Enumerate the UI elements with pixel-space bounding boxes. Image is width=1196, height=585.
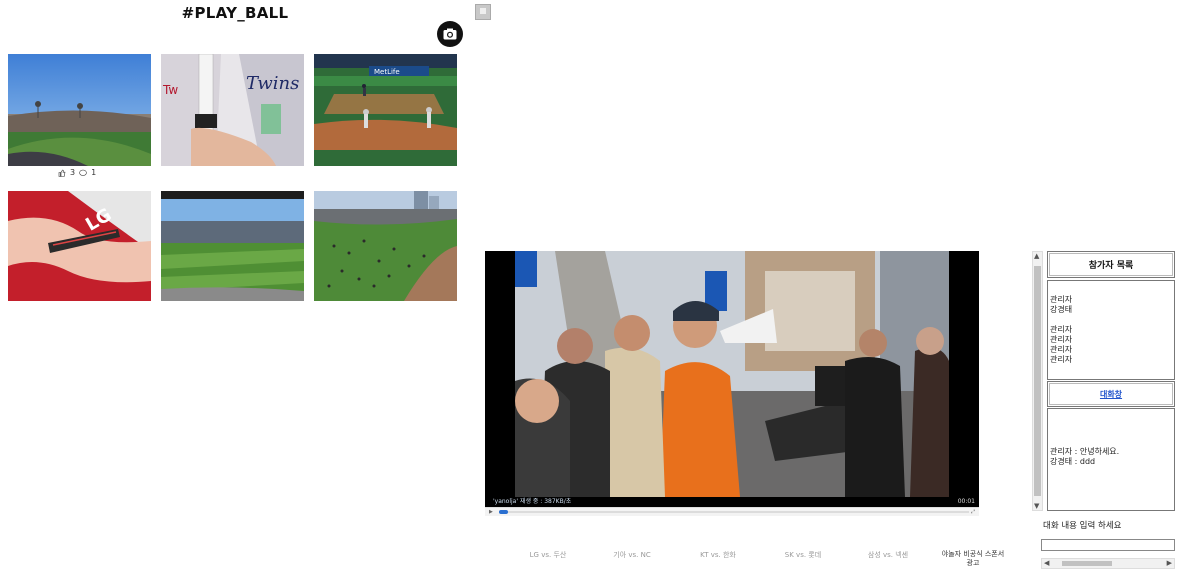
h-scroll-thumb[interactable] bbox=[1062, 561, 1112, 566]
scroll-up-icon[interactable]: ▲ bbox=[1034, 252, 1040, 260]
svg-text:Twins: Twins bbox=[246, 73, 299, 94]
photo-stadium-sky[interactable] bbox=[8, 54, 151, 166]
participant-item: 관리자 bbox=[1050, 335, 1073, 344]
like-count: 3 bbox=[70, 168, 76, 177]
video-controls: ▶ ⤢ bbox=[485, 507, 979, 516]
photo-crowd-field[interactable] bbox=[314, 191, 457, 301]
panel-horizontal-scrollbar[interactable]: ◀ ▶ bbox=[1041, 558, 1175, 569]
chat-title-link[interactable]: 대화창 bbox=[1099, 389, 1123, 399]
scroll-right-icon[interactable]: ▶ bbox=[1166, 559, 1172, 567]
small-gray-square[interactable] bbox=[475, 4, 491, 20]
tab-samsung-nexen[interactable]: 삼성 vs. 넥센 bbox=[867, 551, 909, 559]
chat-prompt-label: 대화 내용 입력 하세요 bbox=[1043, 521, 1122, 531]
scroll-left-icon[interactable]: ◀ bbox=[1044, 559, 1050, 567]
speech-bubble-icon[interactable] bbox=[79, 169, 87, 177]
chat-messages: 관리자 : 안녕하세요. 강경태 : ddd bbox=[1048, 409, 1174, 467]
camera-icon bbox=[443, 28, 457, 40]
participants-title: 참가자 목록 bbox=[1088, 261, 1134, 271]
participant-item: 관리자 bbox=[1050, 345, 1073, 354]
participants-list: 관리자 강경태 관리자 관리자 관리자 관리자 bbox=[1047, 280, 1175, 380]
video-progress bbox=[499, 510, 509, 514]
participant-item: 강경태 bbox=[1050, 305, 1073, 314]
panel-vertical-scrollbar[interactable]: ▲ ▼ bbox=[1032, 251, 1043, 511]
participant-item: 관리자 bbox=[1050, 355, 1073, 364]
svg-text:MetLife: MetLife bbox=[374, 68, 400, 76]
svg-text:Tw: Tw bbox=[162, 83, 178, 97]
chat-input[interactable] bbox=[1041, 539, 1175, 551]
tab-sk-lotte[interactable]: SK vs. 롯데 bbox=[784, 551, 822, 559]
chat-header: 대화창 bbox=[1047, 381, 1175, 407]
thumbs-up-icon[interactable] bbox=[58, 169, 66, 177]
scroll-down-icon[interactable]: ▼ bbox=[1034, 502, 1040, 510]
video-status: 'yanolja' 재생 중 : 387KB/초 bbox=[493, 498, 572, 505]
tab-kia-nc[interactable]: 기아 vs. NC bbox=[613, 551, 651, 559]
chat-message: 강경태 : ddd bbox=[1050, 457, 1096, 466]
participant-item: 관리자 bbox=[1050, 325, 1073, 334]
comment-count: 1 bbox=[91, 168, 97, 177]
video-player[interactable]: 'yanolja' 재생 중 : 387KB/초 00:01 ▶ ⤢ bbox=[485, 251, 979, 516]
participant-item: 관리자 bbox=[1050, 295, 1073, 304]
participants-names: 관리자 강경태 관리자 관리자 관리자 관리자 bbox=[1048, 281, 1174, 365]
photo-meta: 3 1 bbox=[58, 168, 96, 177]
photo-field-view[interactable] bbox=[161, 191, 304, 301]
photo-lg-wristband[interactable]: LG bbox=[8, 191, 151, 301]
tab-kt-hanwha[interactable]: KT vs. 한화 bbox=[700, 551, 736, 559]
tab-lg-doosan[interactable]: LG vs. 두산 bbox=[529, 551, 567, 559]
scroll-thumb[interactable] bbox=[1034, 266, 1041, 496]
chat-message: 관리자 : 안녕하세요. bbox=[1050, 447, 1120, 456]
photo-bat-twins[interactable]: Twins Tw bbox=[161, 54, 304, 166]
chat-log: 관리자 : 안녕하세요. 강경태 : ddd bbox=[1047, 408, 1175, 511]
photo-game-play[interactable]: MetLife bbox=[314, 54, 457, 166]
participant-item bbox=[1050, 315, 1174, 325]
tab-yanolja-ad[interactable]: 야놀자 비공식 스폰서 광고 bbox=[941, 550, 1005, 567]
play-icon[interactable]: ▶ bbox=[489, 509, 493, 515]
camera-button[interactable] bbox=[437, 21, 463, 47]
page-title: #PLAY_BALL bbox=[181, 4, 289, 22]
fullscreen-icon[interactable]: ⤢ bbox=[970, 509, 975, 515]
video-frame[interactable] bbox=[515, 251, 949, 497]
participants-header: 참가자 목록 bbox=[1047, 251, 1175, 278]
video-seek-bar[interactable] bbox=[499, 510, 969, 514]
video-time: 00:01 bbox=[957, 498, 975, 505]
